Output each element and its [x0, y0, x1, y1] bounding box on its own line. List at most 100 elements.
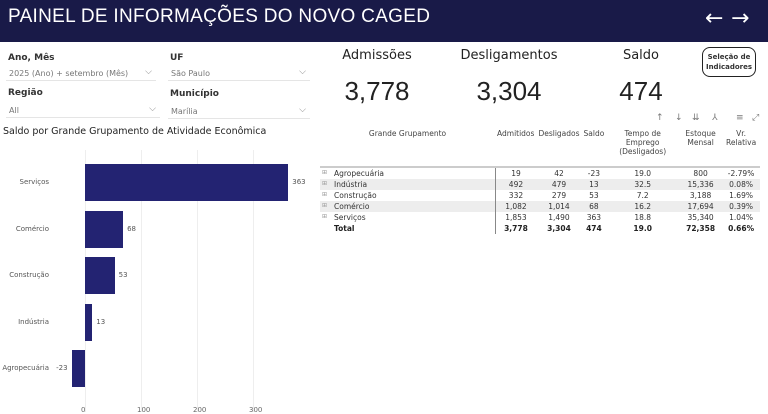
gridline — [141, 150, 142, 412]
column-header[interactable]: Grande Grupamento — [320, 128, 495, 168]
category-label: Comércio — [15, 224, 49, 233]
x-tick-label: 200 — [193, 406, 207, 414]
chevron-down-icon: ⌵ — [145, 67, 152, 77]
bar — [85, 257, 115, 294]
table-cell: 1,082 — [495, 201, 537, 212]
table-row: ⊞ Comércio 1,082 1,014 68 16.2 17,694 0.39% — [320, 201, 760, 212]
table-cell: 1,014 — [536, 201, 582, 212]
expand-icon[interactable]: ⊞ — [322, 202, 328, 209]
bar — [85, 164, 289, 201]
sort-desc-icon[interactable]: ↓ — [675, 113, 683, 123]
category-label: Construção — [9, 271, 49, 279]
bar — [85, 303, 93, 341]
x-tick-label: 300 — [249, 406, 263, 414]
expand-icon[interactable]: ⊞ — [322, 213, 328, 220]
table-cell: 32.5 — [606, 179, 680, 190]
column-header[interactable]: Estoque Mensal — [679, 128, 723, 168]
table-cell: 1.69% — [729, 191, 753, 200]
total-row: Total 3,778 3,304 474 19.0 72,358 0.66% — [320, 223, 760, 234]
table-cell: 279 — [551, 191, 567, 200]
table-cell: 35,340 — [687, 213, 714, 222]
expand-icon[interactable]: ⊞ — [322, 191, 328, 198]
x-tick-label: 100 — [137, 406, 151, 414]
table-cell: 19.0 — [633, 224, 652, 233]
bar — [72, 350, 85, 387]
table-row: ⊞ Indústria 492 479 13 32.5 15,336 0.08% — [320, 179, 760, 190]
kpi-admissoes-label: Admissões — [342, 48, 412, 63]
bar — [85, 210, 124, 248]
hierarchy-icon[interactable]: ⅄ — [712, 113, 718, 123]
selecao-indicadores-button[interactable]: Seleção de Indicadores — [702, 47, 756, 77]
table-cell: 1,853 — [505, 213, 527, 222]
table-row: ⊞ Agropecuária 19 42 -23 19.0 800 -2.79% — [320, 167, 760, 179]
municipio-dropdown[interactable]: Marília ⌵ — [168, 104, 310, 119]
gridline — [253, 150, 254, 412]
kpi-desligamentos-value: 3,304 — [476, 76, 542, 106]
forward-arrow-icon[interactable]: → — [731, 6, 750, 31]
table-row: ⊞ Construção 332 279 53 7.2 3,188 1.69% — [320, 190, 760, 201]
table-cell: 53 — [589, 191, 599, 200]
table-cell: 800 — [693, 169, 708, 178]
kpi-saldo-label: Saldo — [622, 48, 660, 63]
table-cell: -2.79% — [727, 169, 755, 178]
table-cell: 332 — [508, 191, 524, 200]
table-cell: 0.66% — [728, 224, 755, 233]
table-cell: 72,358 — [686, 224, 716, 233]
category-label: Indústria — [18, 317, 49, 326]
filter-label-uf: UF — [170, 53, 184, 63]
data-label: 68 — [127, 224, 136, 233]
filter-label-ano-mes: Ano, Mês — [8, 53, 55, 63]
table-cell: 3,188 — [689, 191, 712, 200]
table-cell: ⊞ Construção — [320, 190, 496, 201]
regiao-dropdown[interactable]: All ⌵ — [6, 103, 160, 118]
table-cell: 19 — [511, 169, 521, 178]
table-cell: 0.39% — [722, 201, 760, 212]
data-label: 363 — [292, 178, 306, 186]
table-cell: 68 — [581, 201, 607, 212]
chevron-down-icon: ⌵ — [299, 67, 306, 77]
kpi-desligamentos-label: Desligamentos — [460, 48, 558, 63]
gridline — [197, 150, 198, 412]
category-label: Agropecuária — [2, 364, 49, 372]
header: PAINEL DE INFORMAÇÕES DO NOVO CAGED ← → — [0, 0, 768, 42]
kpi-saldo-value: 474 — [619, 76, 663, 106]
ano-mes-dropdown[interactable]: 2025 (Ano) + setembro (Mês) ⌵ — [6, 66, 156, 81]
dropdown-value: All — [9, 106, 19, 115]
column-header[interactable]: Vr. Relativa — [722, 128, 760, 168]
table-cell: 13 — [581, 179, 607, 190]
expand-icon[interactable]: ⊞ — [322, 180, 328, 187]
table-cell: 3,778 — [504, 224, 528, 233]
table-cell: 42 — [554, 169, 564, 178]
table-cell: 3,304 — [547, 224, 571, 233]
expand-icon[interactable]: ⊞ — [322, 169, 328, 176]
table-cell: ⊞ Comércio — [320, 201, 496, 212]
column-header[interactable]: Admitidos — [495, 128, 537, 168]
sort-asc-icon[interactable]: ↑ — [656, 113, 664, 123]
column-header[interactable]: Saldo — [581, 128, 607, 168]
column-header[interactable]: Desligados — [536, 128, 582, 168]
kpi-admissoes-value: 3,778 — [344, 76, 410, 106]
filter-icon[interactable]: ≡ — [736, 113, 744, 123]
table-cell: 1.04% — [729, 213, 753, 222]
page-title: PAINEL DE INFORMAÇÕES DO NOVO CAGED — [8, 6, 431, 27]
category-label: Serviços — [19, 178, 50, 186]
table-cell: ⊞ Agropecuária — [320, 167, 496, 179]
table-row: ⊞ Serviços 1,853 1,490 363 18.8 35,340 1.04% — [320, 212, 760, 223]
data-label: 53 — [118, 271, 128, 279]
uf-dropdown[interactable]: São Paulo ⌵ — [168, 66, 310, 81]
grupamento-table: Grande Grupamento Admitidos Desligados Sald… — [320, 128, 760, 234]
filter-label-regiao: Região — [8, 88, 43, 98]
button-line: Indicadores — [705, 63, 753, 71]
filter-label-municipio: Município — [170, 89, 219, 99]
column-header[interactable]: Tempo de Emprego (Desligados) — [606, 128, 680, 168]
expand-all-icon[interactable]: ⇊ — [692, 113, 700, 123]
dropdown-value: 2025 (Ano) + setembro (Mês) — [9, 69, 129, 78]
table-cell: 492 — [495, 179, 537, 190]
table-cell: 19.0 — [634, 169, 652, 178]
dropdown-value: São Paulo — [171, 69, 210, 78]
table-cell: 363 — [586, 213, 602, 222]
table-cell: 17,694 — [679, 201, 723, 212]
focus-mode-icon[interactable]: ⤢ — [752, 113, 760, 123]
back-arrow-icon[interactable]: ← — [705, 6, 724, 31]
table-cell: 18.8 — [634, 213, 652, 222]
